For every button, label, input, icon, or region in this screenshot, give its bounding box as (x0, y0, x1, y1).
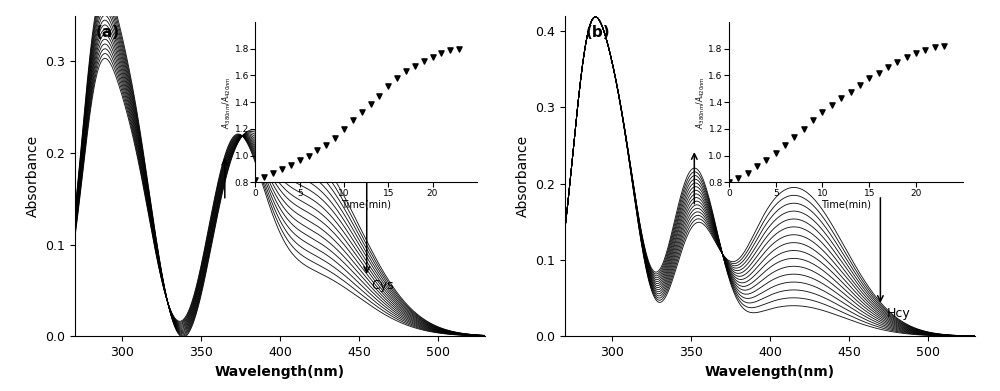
Text: (b): (b) (586, 25, 610, 40)
Text: Hcy: Hcy (887, 307, 910, 320)
Y-axis label: Absorbance: Absorbance (26, 135, 40, 217)
Y-axis label: Absorbance: Absorbance (516, 135, 530, 217)
Text: (a): (a) (96, 25, 120, 40)
Text: Cys: Cys (371, 280, 394, 292)
X-axis label: Wavelength(nm): Wavelength(nm) (705, 364, 835, 378)
X-axis label: Wavelength(nm): Wavelength(nm) (215, 364, 345, 378)
